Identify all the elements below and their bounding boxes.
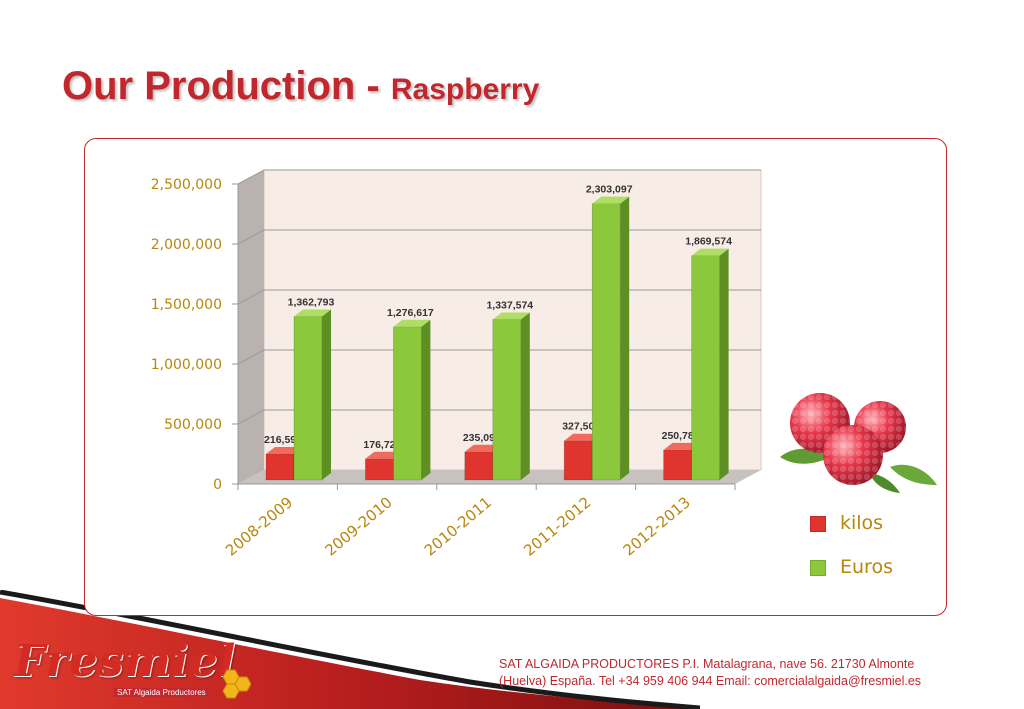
title-main: Our Production - [62,64,391,108]
x-category-label: 2009-2010 [321,493,395,559]
bar-kilos-top [464,444,502,452]
x-category-label: 2010-2011 [421,493,495,559]
bar-euros-top [294,309,331,317]
y-tick-label: 0 [213,477,222,493]
gridline-side [237,409,265,425]
plot-side-wall [238,170,264,484]
honeycomb-icon [222,669,251,699]
bar-euros-top [592,196,630,204]
bar-kilos [464,451,494,481]
bar-euros [393,326,422,481]
y-tick-label: 1,500,000 [151,297,222,313]
bar-euros-side [719,248,729,480]
footer-line-2: (Huelva) España. Tel +34 959 406 944 Ema… [499,674,922,688]
bar-euros-side [421,319,431,480]
data-label-euros: 2,303,097 [586,184,633,196]
raspberry-illustration [780,393,937,493]
x-category-label: 2008-2009 [222,493,296,559]
x-category-label: 2011-2012 [520,493,594,559]
logo-wordmark: Fresmiel [14,636,237,687]
x-category-label: 2012-2013 [620,493,694,559]
bar-kilos [563,440,593,481]
bar-kilos [365,458,394,481]
y-tick-label: 2,500,000 [151,177,222,193]
bar-euros [591,203,621,481]
data-label-kilos: 176,727 [363,439,401,451]
data-label-kilos: 235,096 [463,432,501,444]
footer-line-1: SAT ALGAIDA PRODUCTORES P.I. Matalagrana… [499,657,915,671]
bar-kilos-top [663,442,701,450]
data-label-euros: 1,337,574 [486,299,533,311]
fresmiel-logo: Fresmiel SAT Algaida Productores [14,636,251,699]
bar-kilos [265,453,295,481]
bar-euros [691,255,720,481]
data-label-kilos: 250,787 [662,430,700,442]
bar-euros [492,319,522,481]
title-sub: Raspberry [390,73,540,106]
data-label-euros: 1,362,793 [288,296,335,308]
y-tick-label: 1,000,000 [151,357,222,373]
bar-kilos-top [564,433,602,441]
bar-euros-side [322,309,331,480]
data-label-euros: 1,869,574 [685,236,732,248]
footer-contact: SAT ALGAIDA PRODUCTORES P.I. Matalagrana… [499,656,921,690]
bar-kilos [663,449,692,481]
bar-euros-top [492,312,530,320]
logo-tagline: SAT Algaida Productores [114,688,209,697]
slide-title: Our Production - Raspberry [62,64,539,109]
legend-swatch-euros [810,559,826,576]
bar-euros-side [620,196,630,480]
y-tick-label: 2,000,000 [151,237,222,253]
y-tick-label: 500,000 [164,417,222,433]
data-label-kilos: 216,597 [264,434,302,446]
bar-euros-top [393,319,431,327]
bar-kilos-top [266,447,303,455]
legend-label-euros: Euros [840,556,893,578]
bar-kilos-top [365,451,403,459]
gridline-side [237,349,265,365]
data-label-euros: 1,276,617 [387,307,434,319]
gridline-side [237,169,265,185]
legend-swatch-kilos [810,515,826,532]
data-label-kilos: 327,500 [562,421,600,433]
gridline-side [237,289,265,305]
legend-item-kilos: kilos [810,512,883,534]
legend-item-euros: Euros [810,556,893,578]
legend-label-kilos: kilos [840,512,884,534]
gridline-side [237,229,265,245]
bar-euros-top [691,248,729,256]
bar-euros [293,316,323,481]
bar-euros-side [520,312,530,480]
